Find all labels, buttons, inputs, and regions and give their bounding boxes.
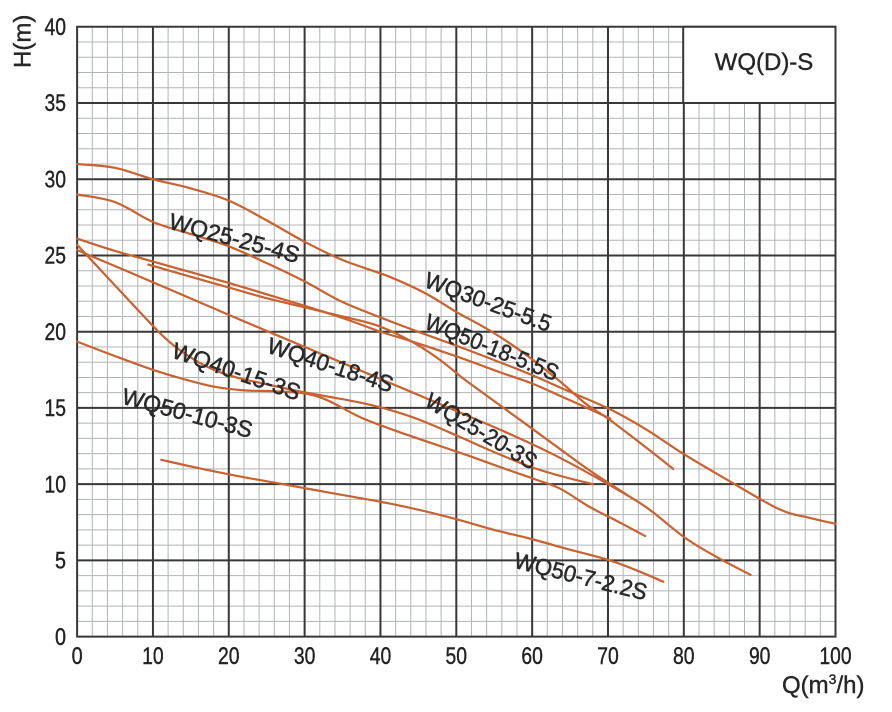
svg-text:30: 30 [45, 166, 67, 193]
svg-text:H(m): H(m) [10, 15, 37, 68]
svg-text:30: 30 [294, 643, 316, 670]
svg-text:15: 15 [45, 395, 67, 422]
svg-text:60: 60 [521, 643, 543, 670]
svg-text:35: 35 [45, 90, 67, 117]
svg-text:10: 10 [142, 643, 164, 670]
svg-text:20: 20 [218, 643, 240, 670]
svg-text:50: 50 [446, 643, 468, 670]
svg-text:Q(m3/h): Q(m3/h) [782, 671, 864, 699]
svg-text:80: 80 [673, 643, 695, 670]
svg-text:WQ(D)-S: WQ(D)-S [715, 49, 814, 76]
svg-text:25: 25 [45, 243, 67, 270]
svg-text:0: 0 [72, 643, 83, 670]
svg-text:20: 20 [45, 319, 67, 346]
svg-text:100: 100 [820, 643, 852, 670]
svg-text:0: 0 [55, 624, 66, 651]
svg-text:40: 40 [370, 643, 392, 670]
svg-text:70: 70 [597, 643, 619, 670]
svg-text:10: 10 [45, 471, 67, 498]
svg-text:40: 40 [45, 14, 67, 41]
svg-text:90: 90 [749, 643, 771, 670]
svg-text:5: 5 [55, 548, 66, 575]
